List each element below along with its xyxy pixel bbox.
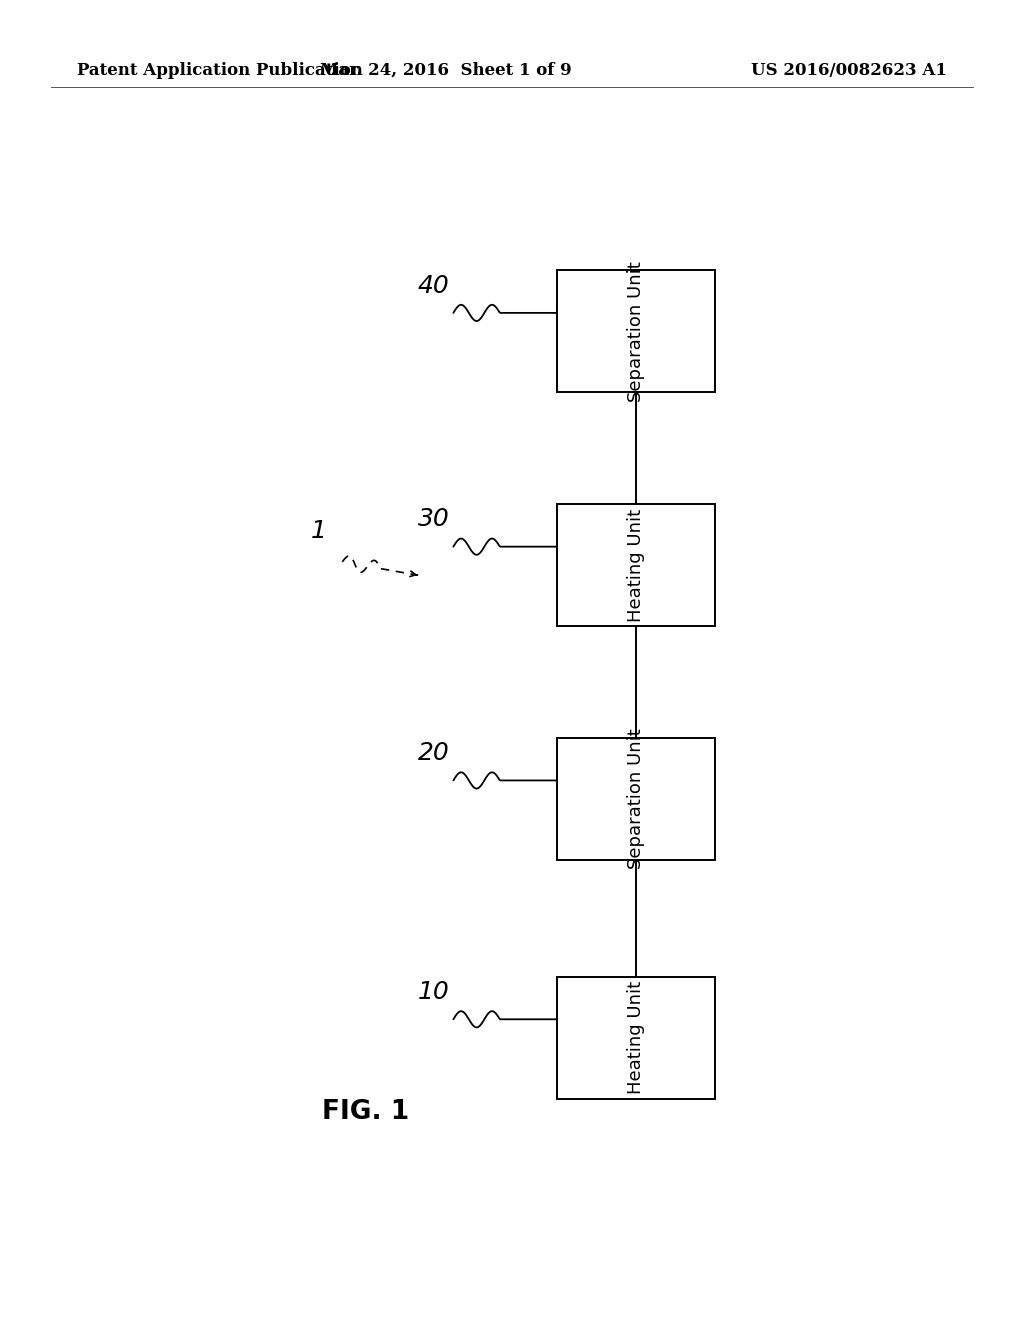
Text: US 2016/0082623 A1: US 2016/0082623 A1 [752, 62, 947, 79]
Bar [557, 504, 716, 626]
Text: Patent Application Publication: Patent Application Publication [77, 62, 362, 79]
Bar [557, 271, 716, 392]
Text: Separation Unit: Separation Unit [627, 729, 645, 869]
Bar [557, 738, 716, 859]
Text: 1: 1 [310, 519, 327, 543]
Bar [557, 977, 716, 1098]
Text: 30: 30 [418, 507, 450, 532]
Text: FIG. 1: FIG. 1 [323, 1098, 410, 1125]
Text: Separation Unit: Separation Unit [627, 261, 645, 401]
Text: Mar. 24, 2016  Sheet 1 of 9: Mar. 24, 2016 Sheet 1 of 9 [319, 62, 571, 79]
Text: Heating Unit: Heating Unit [627, 508, 645, 622]
Text: 40: 40 [418, 273, 450, 297]
Text: 10: 10 [418, 979, 450, 1005]
Text: Heating Unit: Heating Unit [627, 981, 645, 1094]
Text: 20: 20 [418, 742, 450, 766]
